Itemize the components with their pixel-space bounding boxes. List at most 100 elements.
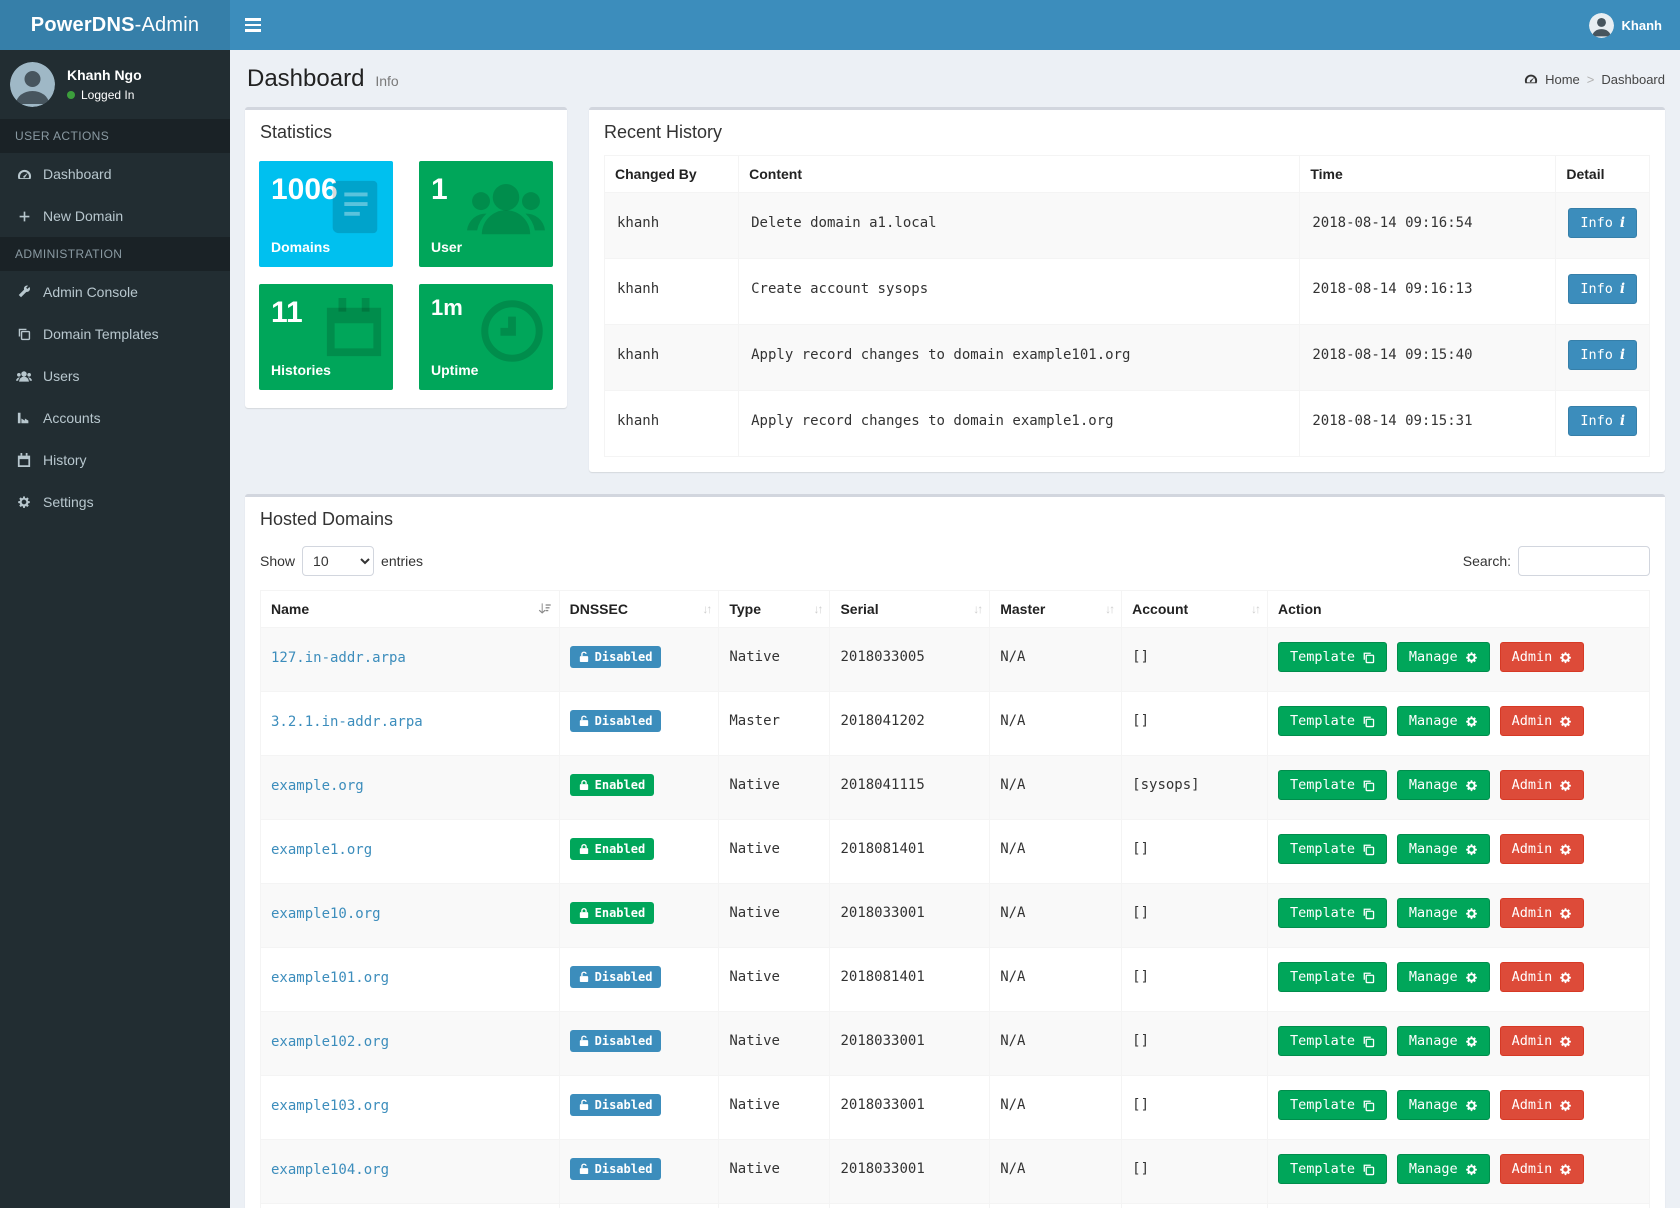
domain-link[interactable]: example101.org: [271, 969, 390, 986]
master-cell: N/A: [989, 627, 1123, 692]
admin-button[interactable]: Admin: [1499, 706, 1585, 736]
template-button[interactable]: Template: [1278, 1026, 1388, 1056]
domain-link[interactable]: example102.org: [271, 1033, 390, 1050]
navbar-user-name: Khanh: [1621, 17, 1662, 33]
dnssec-badge: Disabled: [569, 1030, 662, 1052]
domain-link[interactable]: 3.2.1.in-addr.arpa: [271, 713, 423, 730]
manage-button[interactable]: Manage: [1396, 1154, 1490, 1184]
info-icon: i: [1619, 347, 1625, 363]
page-size-select[interactable]: 10: [302, 546, 375, 576]
template-button[interactable]: Template: [1278, 834, 1388, 864]
sidebar-item-dashboard[interactable]: Dashboard: [0, 153, 230, 195]
domain-row: 127.in-addr.arpa Disabled Native 2018033…: [260, 627, 1650, 692]
gear-icon: [1560, 1035, 1572, 1047]
template-button[interactable]: Template: [1278, 1090, 1388, 1120]
sidebar-item-settings[interactable]: Settings: [0, 481, 230, 523]
info-button[interactable]: Info i: [1568, 208, 1637, 238]
domain-link[interactable]: 127.in-addr.arpa: [271, 649, 406, 666]
template-button[interactable]: Template: [1278, 706, 1388, 736]
sidebar-item-new-domain[interactable]: New Domain: [0, 195, 230, 237]
manage-button[interactable]: Manage: [1396, 898, 1490, 928]
template-button[interactable]: Template: [1278, 642, 1388, 672]
serial-cell: 2018041115: [829, 755, 991, 820]
sort-icon[interactable]: ↓↑: [1105, 602, 1115, 616]
info-button[interactable]: Info i: [1568, 274, 1637, 304]
admin-button[interactable]: Admin: [1499, 834, 1585, 864]
stat-uptime[interactable]: 1m Uptime: [419, 284, 553, 390]
column-header-name[interactable]: Name: [260, 590, 560, 628]
admin-button[interactable]: Admin: [1499, 1090, 1585, 1120]
time-cell: 2018-08-14 09:15:40: [1299, 324, 1557, 391]
history-row: khanh Create account sysops 2018-08-14 0…: [603, 258, 1650, 325]
brand-bold: PowerDNS: [30, 13, 135, 36]
dnssec-badge: Disabled: [569, 710, 662, 732]
template-button[interactable]: Template: [1278, 898, 1388, 928]
info-icon: i: [1619, 281, 1625, 297]
domain-link[interactable]: example.org: [271, 777, 364, 794]
domain-link[interactable]: example1.org: [271, 841, 373, 858]
master-cell: N/A: [989, 755, 1123, 820]
template-button[interactable]: Template: [1278, 770, 1388, 800]
sidebar-item-history[interactable]: History: [0, 439, 230, 481]
manage-button[interactable]: Manage: [1396, 770, 1490, 800]
admin-button[interactable]: Admin: [1499, 642, 1585, 672]
stat-histories[interactable]: 11 Histories: [259, 284, 393, 390]
search-input[interactable]: [1518, 546, 1650, 576]
sort-icon[interactable]: ↓↑: [1251, 602, 1261, 616]
brand-logo[interactable]: PowerDNS-Admin: [0, 0, 230, 50]
column-header-type[interactable]: Type ↓↑: [718, 590, 831, 628]
sort-icon[interactable]: [538, 603, 551, 616]
clone-icon: [1363, 780, 1375, 791]
page-size-control: Show 10 entries: [260, 546, 423, 576]
changed-by-cell: khanh: [603, 258, 740, 325]
gear-icon: [1560, 907, 1572, 919]
template-button[interactable]: Template: [1278, 962, 1388, 992]
column-header: Detail: [1555, 155, 1650, 193]
sidebar-item-admin-console[interactable]: Admin Console: [0, 271, 230, 313]
sort-icon[interactable]: ↓↑: [973, 602, 983, 616]
domain-link[interactable]: example103.org: [271, 1097, 390, 1114]
stat-domains[interactable]: 1006 Domains: [259, 161, 393, 267]
content-cell: Delete domain a1.local: [738, 192, 1301, 259]
info-button[interactable]: Info i: [1568, 406, 1637, 436]
changed-by-cell: khanh: [603, 192, 740, 259]
column-header-serial[interactable]: Serial ↓↑: [829, 590, 991, 628]
manage-button[interactable]: Manage: [1396, 1090, 1490, 1120]
manage-button[interactable]: Manage: [1396, 706, 1490, 736]
admin-button[interactable]: Admin: [1499, 898, 1585, 928]
column-header: Time: [1299, 155, 1557, 193]
sort-icon[interactable]: ↓↑: [813, 602, 823, 616]
sort-icon[interactable]: ↓↑: [702, 602, 712, 616]
recent-history-panel: Recent History Changed By Content Time D…: [589, 107, 1665, 472]
dnssec-badge: Enabled: [569, 838, 655, 860]
admin-button[interactable]: Admin: [1499, 1026, 1585, 1056]
sidebar-item-accounts[interactable]: Accounts: [0, 397, 230, 439]
template-button[interactable]: Template: [1278, 1154, 1388, 1184]
sidebar-item-users[interactable]: Users: [0, 355, 230, 397]
time-cell: 2018-08-14 09:16:54: [1299, 192, 1557, 259]
domain-link[interactable]: example104.org: [271, 1161, 390, 1178]
wrench-icon: [15, 285, 33, 299]
column-header-master[interactable]: Master ↓↑: [989, 590, 1123, 628]
column-header-account[interactable]: Account ↓↑: [1121, 590, 1268, 628]
sidebar-item-domain-templates[interactable]: Domain Templates: [0, 313, 230, 355]
unlock-icon: [579, 715, 588, 726]
sidebar-toggle-button[interactable]: [230, 0, 276, 50]
manage-button[interactable]: Manage: [1396, 834, 1490, 864]
manage-button[interactable]: Manage: [1396, 642, 1490, 672]
users-icon: [15, 369, 33, 383]
admin-button[interactable]: Admin: [1499, 962, 1585, 992]
admin-button[interactable]: Admin: [1499, 770, 1585, 800]
domain-row: 3.2.1.in-addr.arpa Disabled Master 20180…: [260, 691, 1650, 756]
navbar-user-menu[interactable]: Khanh: [1571, 0, 1680, 50]
domain-link[interactable]: example10.org: [271, 905, 381, 922]
manage-button[interactable]: Manage: [1396, 962, 1490, 992]
admin-button[interactable]: Admin: [1499, 1154, 1585, 1184]
history-row: khanh Apply record changes to domain exa…: [603, 324, 1650, 391]
manage-button[interactable]: Manage: [1396, 1026, 1490, 1056]
breadcrumb-home-link[interactable]: Home: [1545, 71, 1580, 87]
column-header-dnssec[interactable]: DNSSEC ↓↑: [558, 590, 720, 628]
master-cell: N/A: [989, 1203, 1123, 1208]
info-button[interactable]: Info i: [1568, 340, 1637, 370]
stat-user[interactable]: 1 User: [419, 161, 553, 267]
